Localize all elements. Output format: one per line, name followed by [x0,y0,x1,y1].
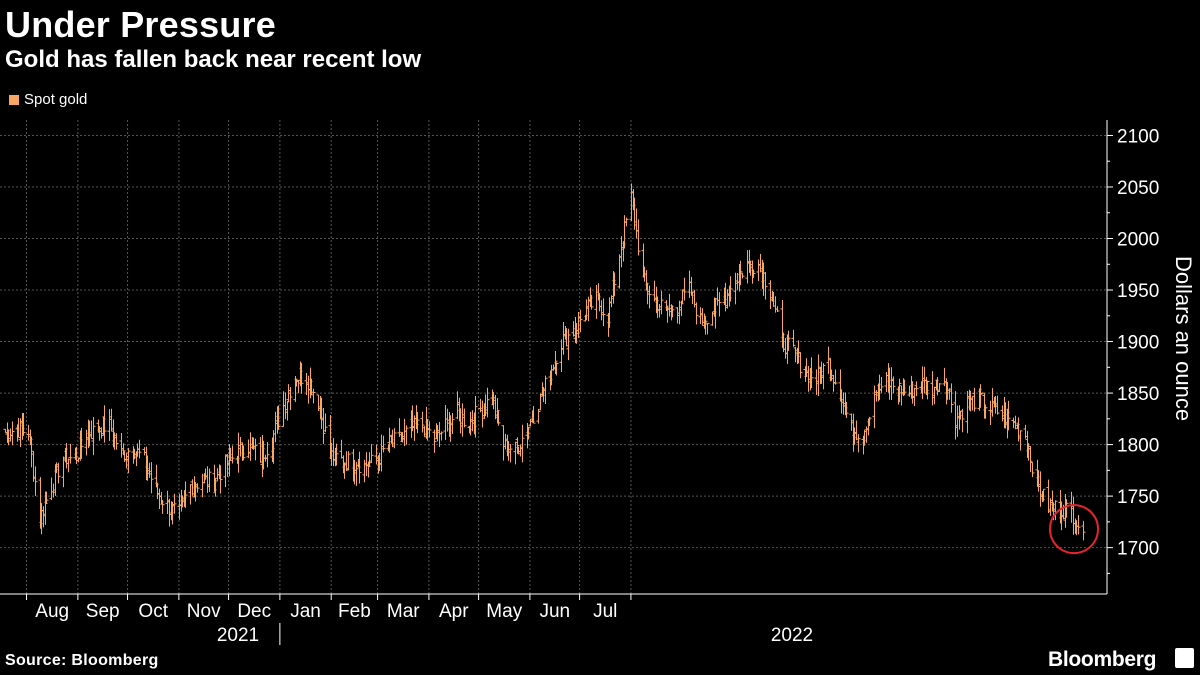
grid-layer [0,120,1107,594]
y-tick-label: 2000 [1117,230,1159,251]
legend-swatch [9,94,19,105]
chart-legend: Spot gold [9,91,87,108]
y-tick-label: 1700 [1117,539,1159,560]
source-note: Source: Bloomberg [5,652,159,669]
y-tick-label: 1850 [1117,384,1159,405]
x-tick-label: Jan [290,601,321,622]
x-tick-label: Sep [86,601,120,622]
legend-label: Spot gold [24,91,88,108]
x-tick-label: Aug [35,601,69,622]
recent-low-highlight-circle [1049,504,1099,555]
x-tick-label: Nov [187,601,221,622]
y-tick-label: 2050 [1117,178,1159,199]
chart-title: Under Pressure [5,4,276,45]
x-tick-label: May [486,601,522,622]
x-tick-label: Jul [593,601,617,622]
x-tick-label: Oct [138,601,168,622]
x-tick-label: Jun [539,601,570,622]
x-tick-label: Dec [237,601,271,622]
y-tick-label: 1750 [1117,487,1159,508]
x-year-label: 2022 [771,625,813,646]
bloomberg-chart-icon [1175,648,1194,668]
price-bars-layer [3,183,1086,541]
x-tick-label: Mar [387,601,420,622]
y-axis-label: Dollars an ounce [1171,256,1196,421]
y-tick-label: 1800 [1117,436,1159,457]
y-tick-label: 1900 [1117,333,1159,354]
y-tick-label: 1950 [1117,281,1159,302]
x-tick-label: Feb [338,601,371,622]
bloomberg-logo: Bloomberg [1048,648,1157,671]
x-year-label: 2021 [217,625,259,646]
axis-layer: 1700 1750 1800 1850 1900 1950 2000 2050 2100 Aug S… [0,120,1159,646]
x-tick-label: Apr [439,601,469,622]
chart-subtitle: Gold has fallen back near recent low [5,46,422,73]
y-tick-label: 2100 [1117,126,1159,147]
